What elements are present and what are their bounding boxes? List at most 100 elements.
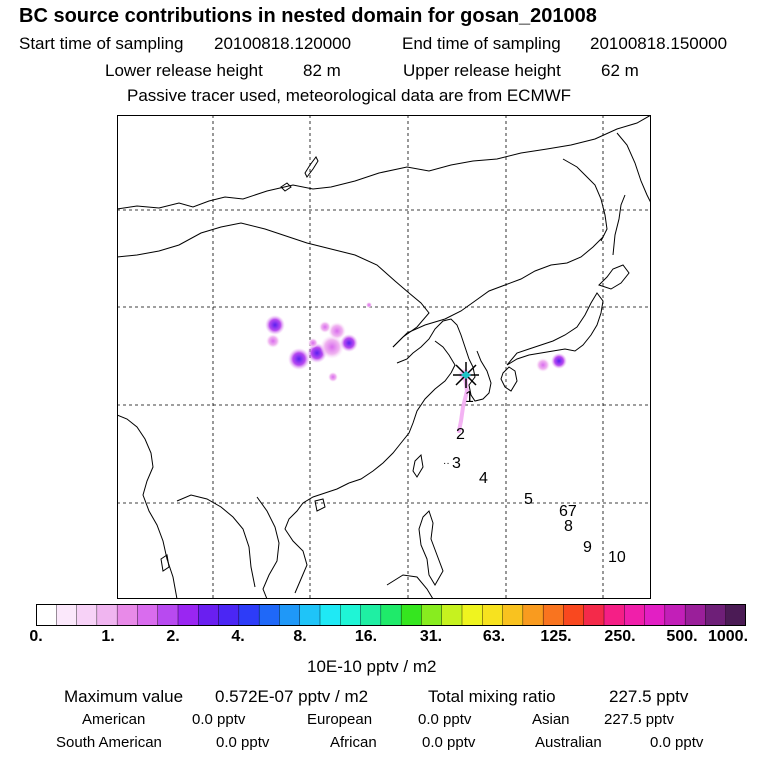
coastline-japan-honshu [506, 292, 604, 366]
source-blob [328, 372, 338, 382]
coastline-arctic [117, 115, 651, 210]
coastline-lake [280, 182, 292, 192]
total-mixing-label: Total mixing ratio [428, 687, 556, 706]
total-mixing-value: 227.5 pptv [609, 687, 689, 706]
color-scale-cell [522, 604, 544, 626]
coastline-north-china [396, 318, 470, 364]
trajectory-labels: 1 2 3 4 5 67 8 9 10 ·· [443, 389, 626, 566]
color-scale-cell [624, 604, 646, 626]
scale-unit-label: 10E-10 pptv / m2 [307, 657, 437, 676]
scale-tick-label: 31. [419, 628, 443, 645]
color-scale-cell [177, 604, 199, 626]
island-dot: ·· [443, 458, 450, 469]
color-scale-cell [421, 604, 443, 626]
scale-tick-label: 4. [231, 628, 245, 645]
color-scale-cell [583, 604, 605, 626]
page-title: BC source contributions in nested domain… [19, 5, 597, 27]
american-value: 0.0 pptv [192, 711, 246, 728]
coastline-baikal [304, 156, 319, 178]
color-scale-cell [218, 604, 240, 626]
end-time-label: End time of sampling [402, 34, 561, 53]
upper-height-value: 62 m [601, 61, 639, 80]
scale-tick-label: 125. [540, 628, 572, 645]
source-blob [265, 315, 285, 335]
coastline-philippines [418, 510, 444, 586]
color-scale-cell [441, 604, 463, 626]
coastline-japan-hokkaido [598, 264, 630, 290]
color-scale-cell [319, 604, 341, 626]
coastline-japan-kyushu [500, 366, 518, 392]
color-scale-cell [380, 604, 402, 626]
coastline-bohai [434, 340, 456, 374]
start-time-value: 20100818.120000 [214, 34, 352, 53]
map-panel: 1 2 3 4 5 67 8 9 10 ·· [117, 115, 651, 599]
receptor-marker [453, 362, 479, 388]
coastline-sri-lanka [160, 554, 170, 572]
color-scale-cell [137, 604, 159, 626]
source-contribution-field [265, 302, 567, 433]
trajectory-label: 3 [452, 455, 461, 472]
color-scale-cell [198, 604, 220, 626]
scale-tick-label: 16. [354, 628, 378, 645]
trajectory-label: 5 [524, 491, 533, 508]
source-blob [266, 334, 280, 348]
coastline-indochina [256, 496, 280, 599]
coastline-taiwan [412, 453, 424, 478]
coastline-borneo [386, 574, 434, 599]
source-blob [328, 322, 346, 340]
color-scale-cell [542, 604, 565, 626]
color-scale-frame [36, 604, 746, 626]
upper-height-label: Upper release height [403, 61, 561, 80]
asian-value: 227.5 pptv [604, 711, 675, 728]
coastline-kamchatka [616, 132, 651, 204]
color-scale-cell [279, 604, 301, 626]
color-scale-cell [56, 604, 78, 626]
color-scale-cell [76, 604, 98, 626]
trajectory-label: 4 [479, 470, 488, 487]
color-scale-cell [502, 604, 524, 626]
scale-tick-label: 2. [166, 628, 180, 645]
source-blob [288, 348, 310, 370]
scale-tick-label: 8. [293, 628, 307, 645]
color-scale-cell [258, 604, 281, 626]
source-blob [308, 338, 318, 348]
trajectory-label: 67 [559, 503, 577, 520]
african-value: 0.0 pptv [422, 734, 476, 751]
scale-tick-label: 1. [101, 628, 115, 645]
coastline-china-south [284, 482, 350, 594]
source-blob [320, 335, 344, 359]
european-label: European [307, 711, 373, 728]
start-time-label: Start time of sampling [19, 34, 184, 53]
trajectory-label: 10 [608, 549, 626, 566]
african-label: African [330, 734, 377, 751]
border-china-north [392, 236, 604, 348]
trajectory-label: 1 [465, 389, 474, 406]
lower-height-value: 82 m [303, 61, 341, 80]
color-scale-cell [705, 604, 727, 626]
european-value: 0.0 pptv [418, 711, 472, 728]
color-scale-cell [684, 604, 707, 626]
color-scale-cell [238, 604, 260, 626]
source-blob [319, 321, 331, 333]
color-scale-cell [482, 604, 504, 626]
trajectory-label: 9 [583, 539, 592, 556]
color-scale-cell [461, 604, 483, 626]
coastline-hainan [314, 498, 326, 512]
color-scale-cell [725, 604, 746, 626]
coastline-china-east [348, 372, 452, 484]
color-scale-cell [360, 604, 382, 626]
color-scale-cell [116, 604, 139, 626]
color-scale-cell [664, 604, 686, 626]
trajectory-label: 2 [456, 426, 465, 443]
border-mongolia [117, 222, 430, 348]
color-scale-cell [96, 604, 118, 626]
scale-tick-label: 500. [666, 628, 698, 645]
american-label: American [82, 711, 146, 728]
lower-height-label: Lower release height [105, 61, 263, 80]
asian-label: Asian [532, 711, 570, 728]
south-american-value: 0.0 pptv [216, 734, 270, 751]
coastlines [117, 115, 651, 599]
map-frame [117, 115, 651, 599]
tracer-note: Passive tracer used, meteorological data… [127, 86, 572, 105]
scale-tick-label: 250. [604, 628, 636, 645]
